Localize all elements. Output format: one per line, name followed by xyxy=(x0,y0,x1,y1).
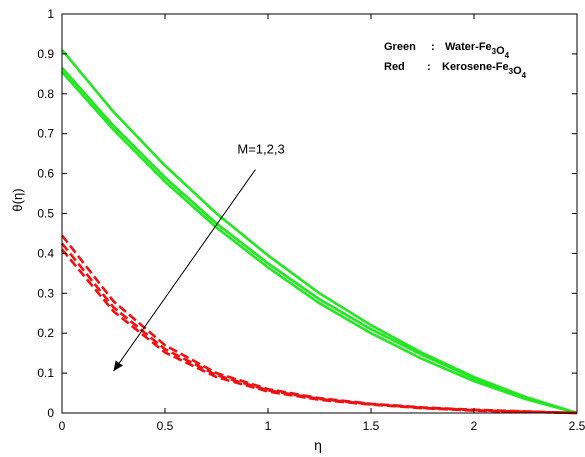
y-tick-label: 1 xyxy=(47,7,54,21)
plot-frame xyxy=(61,13,578,414)
y-tick-label: 0.7 xyxy=(37,127,54,141)
y-tick-label: 0.3 xyxy=(37,286,54,300)
y-tick-label: 0.2 xyxy=(37,326,54,340)
y-tick-label: 0.1 xyxy=(37,366,54,380)
series-line-2 xyxy=(61,67,578,415)
annotation: M=1,2,3 xyxy=(113,142,285,372)
series-line-1 xyxy=(61,49,578,415)
annotation-label: M=1,2,3 xyxy=(237,142,284,157)
x-tick-label: 2.5 xyxy=(569,419,585,433)
legend-name: Green xyxy=(384,41,416,53)
annotation-arrow-line xyxy=(113,169,256,372)
y-tick-label: 0 xyxy=(47,406,54,420)
legend-label: Water-Fe3O4 xyxy=(445,41,510,60)
x-axis-label: η xyxy=(314,437,322,453)
y-tick-label: 0.6 xyxy=(37,167,54,181)
legend-separator: : xyxy=(427,61,431,73)
axes-layer xyxy=(61,13,578,414)
x-tick-label: 1 xyxy=(265,419,272,433)
x-tick-label: 1.5 xyxy=(363,419,380,433)
x-tick-label: 2 xyxy=(471,419,478,433)
x-tick-label: 0.5 xyxy=(157,419,174,433)
y-axis-label: θ(η) xyxy=(10,188,25,211)
y-tick-label: 0.5 xyxy=(37,207,54,221)
series-line-6 xyxy=(61,248,578,415)
y-tick-label: 0.8 xyxy=(37,87,54,101)
legend-label: Kerosene-Fe3O4 xyxy=(442,61,527,80)
x-tick-label: 0 xyxy=(59,419,66,433)
series-layer xyxy=(60,49,578,415)
annotation-arrow-head xyxy=(113,360,123,372)
legend-separator: : xyxy=(431,41,435,53)
y-tick-label: 0.4 xyxy=(37,246,54,260)
legend-name: Red xyxy=(384,61,405,73)
legend: Green: Water-Fe3O4 Red: Kerosene-Fe3O4 xyxy=(384,41,527,80)
y-tick-label: 0.9 xyxy=(37,47,54,61)
ticks-layer: 0 0.5 1 1.5 2 2.5 0 0.1 0.2 0.3 0.4 0.5 0.6 0.7 0.8 0.9… xyxy=(37,7,585,433)
series-line-3 xyxy=(61,71,578,415)
